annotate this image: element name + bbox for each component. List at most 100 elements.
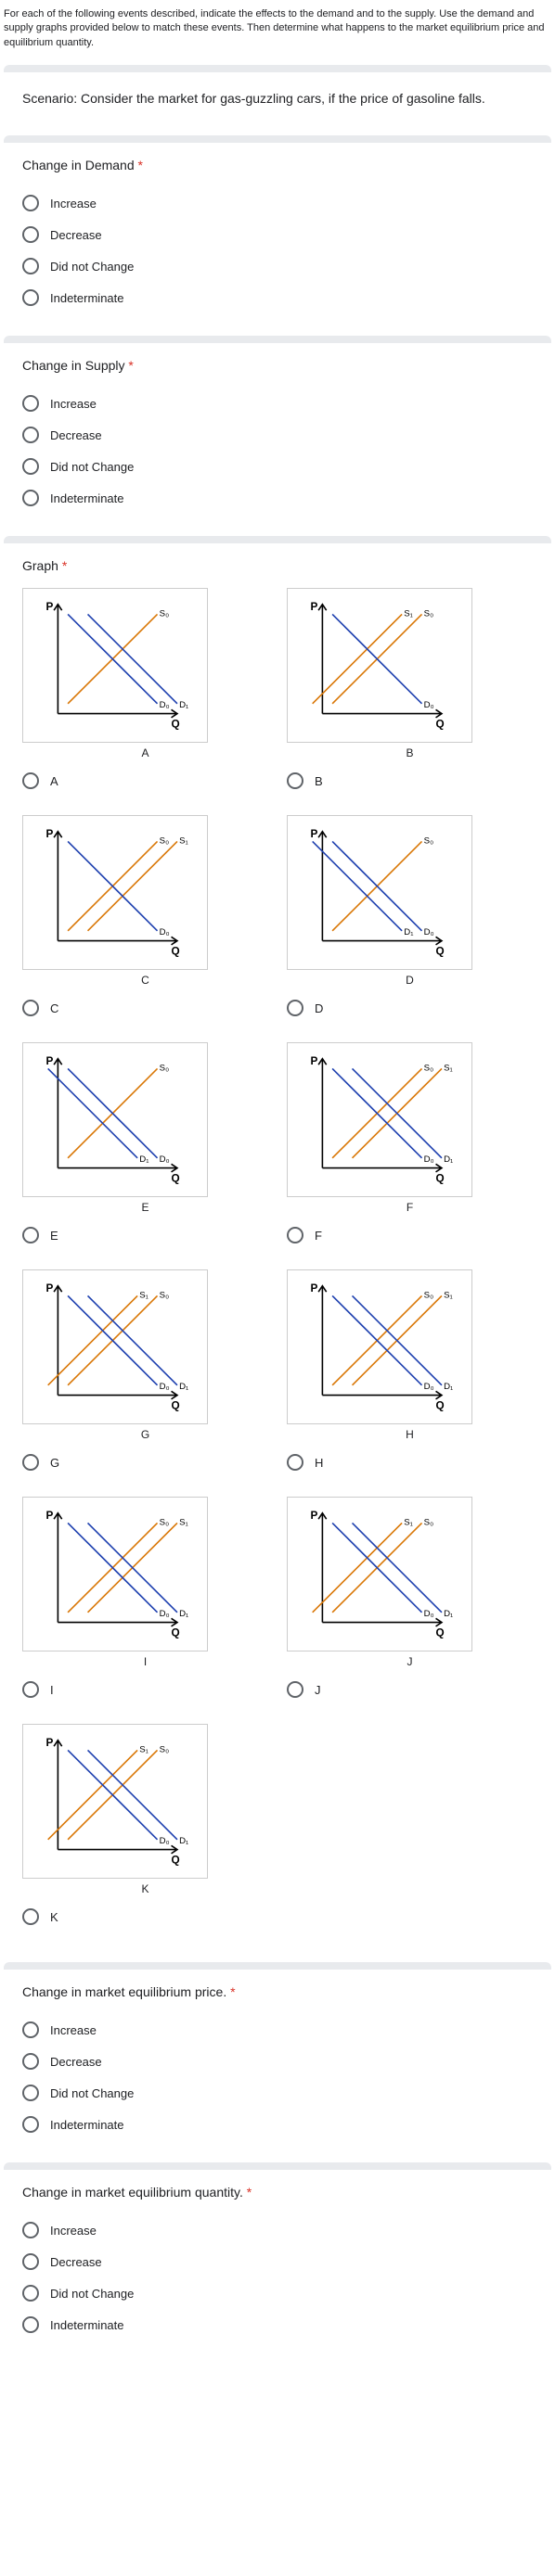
svg-text:D₁: D₁ xyxy=(179,700,188,710)
option-label: A xyxy=(50,774,58,788)
svg-text:S₀: S₀ xyxy=(424,836,433,847)
radio-icon xyxy=(22,1681,39,1698)
scenario-text: Scenario: Consider the market for gas-gu… xyxy=(22,87,533,113)
required-mark: * xyxy=(247,2185,252,2200)
graph-option-b: PQS₀S₁D₀ B B xyxy=(287,588,533,804)
graph-caption: G xyxy=(22,1424,268,1450)
graph-chart-g: PQS₀S₁D₀D₁ xyxy=(22,1269,208,1424)
graph-chart-f: PQS₀S₁D₀D₁ xyxy=(287,1042,472,1197)
graph-caption: B xyxy=(287,743,533,769)
demand-option-nochange[interactable]: Did not Change xyxy=(22,250,533,282)
radio-icon xyxy=(22,2053,39,2070)
price-option-indeterminate[interactable]: Indeterminate xyxy=(22,2109,533,2140)
graph-option-c: PQS₀S₁D₀ C C xyxy=(22,815,268,1031)
svg-text:D₀: D₀ xyxy=(160,1609,170,1619)
option-label: Indeterminate xyxy=(50,491,124,505)
graph-option-j: PQS₀S₁D₀D₁ J J xyxy=(287,1497,533,1713)
qty-option-nochange[interactable]: Did not Change xyxy=(22,2277,533,2309)
graph-option-d: PQS₀D₀D₁ D D xyxy=(287,815,533,1031)
graph-radio-h[interactable]: H xyxy=(287,1450,533,1486)
question-price: Change in market equilibrium price. * In… xyxy=(4,1962,551,2155)
option-label: H xyxy=(315,1456,323,1470)
price-option-increase[interactable]: Increase xyxy=(22,2014,533,2046)
price-option-decrease[interactable]: Decrease xyxy=(22,2046,533,2077)
radio-icon xyxy=(287,1454,303,1471)
question-graph: Graph * PQS₀D₀D₁ A A PQS₀S₁D₀ B B PQS₀S₁… xyxy=(4,536,551,1955)
graph-caption: F xyxy=(287,1197,533,1223)
graph-radio-b[interactable]: B xyxy=(287,769,533,804)
option-label: Increase xyxy=(50,197,97,210)
graph-caption: E xyxy=(22,1197,268,1223)
svg-text:S₀: S₀ xyxy=(160,1745,169,1755)
graph-caption: I xyxy=(22,1651,268,1677)
svg-text:S₁: S₁ xyxy=(139,1291,148,1301)
option-label: D xyxy=(315,1001,323,1015)
radio-icon xyxy=(22,195,39,211)
option-label: G xyxy=(50,1456,59,1470)
radio-icon xyxy=(22,1908,39,1925)
graph-radio-a[interactable]: A xyxy=(22,769,268,804)
svg-text:D₁: D₁ xyxy=(444,1382,453,1392)
radio-icon xyxy=(22,2316,39,2333)
graph-radio-d[interactable]: D xyxy=(287,996,533,1031)
option-label: Increase xyxy=(50,2224,97,2238)
svg-text:S₀: S₀ xyxy=(424,1064,433,1074)
graph-radio-e[interactable]: E xyxy=(22,1223,268,1258)
instructions-text: For each of the following events describ… xyxy=(0,0,555,57)
qty-option-indeterminate[interactable]: Indeterminate xyxy=(22,2309,533,2340)
graph-radio-g[interactable]: G xyxy=(22,1450,268,1486)
demand-option-indeterminate[interactable]: Indeterminate xyxy=(22,282,533,313)
graph-radio-k[interactable]: K xyxy=(22,1905,268,1940)
graph-radio-c[interactable]: C xyxy=(22,996,268,1031)
svg-text:S₀: S₀ xyxy=(424,1518,433,1528)
supply-option-increase[interactable]: Increase xyxy=(22,388,533,419)
graph-chart-j: PQS₀S₁D₀D₁ xyxy=(287,1497,472,1651)
option-label: Did not Change xyxy=(50,260,134,274)
svg-text:D₁: D₁ xyxy=(179,1382,188,1392)
supply-option-decrease[interactable]: Decrease xyxy=(22,419,533,451)
graph-option-e: PQS₀D₀D₁ E E xyxy=(22,1042,268,1258)
svg-text:D₀: D₀ xyxy=(160,927,170,937)
svg-text:S₁: S₁ xyxy=(444,1291,453,1301)
svg-text:D₁: D₁ xyxy=(179,1609,188,1619)
radio-icon xyxy=(287,1000,303,1016)
supply-option-indeterminate[interactable]: Indeterminate xyxy=(22,482,533,514)
graph-option-i: PQS₀S₁D₀D₁ I I xyxy=(22,1497,268,1713)
price-option-nochange[interactable]: Did not Change xyxy=(22,2077,533,2109)
svg-text:P: P xyxy=(46,1510,54,1522)
option-label: Increase xyxy=(50,2023,97,2037)
option-label: Did not Change xyxy=(50,460,134,474)
scenario-card: Scenario: Consider the market for gas-gu… xyxy=(4,65,551,128)
option-label: E xyxy=(50,1229,58,1243)
graph-option-a: PQS₀D₀D₁ A A xyxy=(22,588,268,804)
graph-caption: K xyxy=(22,1879,268,1905)
graph-option-k: PQS₀S₁D₀D₁ K K xyxy=(22,1724,268,1940)
graph-caption: C xyxy=(22,970,268,996)
svg-text:S₀: S₀ xyxy=(160,1518,169,1528)
svg-text:S₀: S₀ xyxy=(424,1291,433,1301)
svg-text:Q: Q xyxy=(436,1627,445,1639)
svg-text:S₁: S₁ xyxy=(179,1518,188,1528)
svg-text:P: P xyxy=(311,1055,318,1067)
radio-icon xyxy=(22,427,39,443)
qty-option-increase[interactable]: Increase xyxy=(22,2214,533,2246)
svg-text:D₁: D₁ xyxy=(139,1154,148,1165)
option-label: C xyxy=(50,1001,58,1015)
svg-text:Q: Q xyxy=(436,1173,445,1185)
svg-text:S₁: S₁ xyxy=(444,1064,453,1074)
supply-option-nochange[interactable]: Did not Change xyxy=(22,451,533,482)
graph-radio-j[interactable]: J xyxy=(287,1677,533,1713)
svg-text:Q: Q xyxy=(436,946,445,958)
svg-text:D₀: D₀ xyxy=(160,1836,170,1846)
graph-radio-i[interactable]: I xyxy=(22,1677,268,1713)
required-mark: * xyxy=(62,558,67,573)
demand-option-increase[interactable]: Increase xyxy=(22,187,533,219)
svg-text:S₀: S₀ xyxy=(424,609,433,619)
qty-option-decrease[interactable]: Decrease xyxy=(22,2246,533,2277)
svg-text:S₀: S₀ xyxy=(160,1064,169,1074)
graph-radio-f[interactable]: F xyxy=(287,1223,533,1258)
required-mark: * xyxy=(128,358,133,373)
graph-options-grid: PQS₀D₀D₁ A A PQS₀S₁D₀ B B PQS₀S₁D₀ C C P… xyxy=(22,588,533,1940)
demand-option-decrease[interactable]: Decrease xyxy=(22,219,533,250)
radio-icon xyxy=(22,395,39,412)
